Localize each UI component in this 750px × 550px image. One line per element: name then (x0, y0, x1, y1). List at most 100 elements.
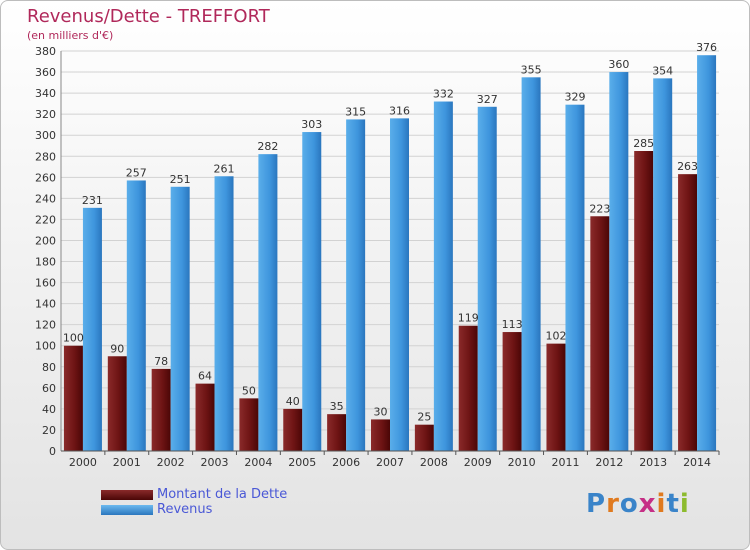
y-tick-label: 220 (35, 213, 56, 226)
logo-letter: t (666, 489, 680, 519)
bar-revenus (653, 78, 673, 452)
x-tick-label: 2004 (244, 456, 272, 469)
x-tick-label: 2008 (420, 456, 448, 469)
logo-letter: i (679, 489, 690, 519)
data-label-debt: 50 (242, 384, 256, 397)
data-label-revenus: 329 (564, 91, 585, 104)
x-tick-label: 2013 (639, 456, 667, 469)
data-label-revenus: 332 (433, 88, 454, 101)
x-tick-label: 2012 (595, 456, 623, 469)
data-label-debt: 100 (63, 332, 84, 345)
x-tick-label: 2006 (332, 456, 360, 469)
bar-debt (107, 356, 127, 451)
data-label-revenus: 316 (389, 104, 410, 117)
x-tick-label: 2003 (201, 456, 229, 469)
data-label-revenus: 231 (82, 194, 103, 207)
bar-debt (590, 216, 610, 451)
data-label-revenus: 376 (696, 41, 717, 54)
y-tick-label: 200 (35, 234, 56, 247)
x-tick-label: 2014 (683, 456, 711, 469)
logo-letter: o (619, 489, 639, 519)
logo-letter: i (656, 489, 667, 519)
logo-letter: x (638, 489, 657, 519)
data-label-revenus: 315 (345, 105, 366, 118)
data-label-debt: 40 (286, 395, 300, 408)
y-tick-label: 300 (35, 129, 56, 142)
bar-revenus (390, 118, 409, 452)
bar-debt (678, 174, 698, 451)
bar-revenus (346, 119, 366, 451)
bar-revenus (609, 72, 629, 451)
data-label-debt: 25 (417, 411, 431, 424)
x-tick-label: 2011 (551, 456, 579, 469)
y-tick-label: 320 (35, 108, 56, 121)
legend-swatch-debt (101, 490, 153, 500)
data-label-revenus: 327 (477, 93, 498, 106)
data-label-revenus: 282 (257, 140, 278, 153)
data-label-debt: 102 (545, 330, 566, 343)
bar-debt (546, 343, 566, 451)
bar-revenus (258, 154, 278, 451)
bar-debt (195, 383, 215, 451)
data-label-debt: 78 (154, 355, 168, 368)
x-tick-label: 2007 (376, 456, 404, 469)
bar-revenus (82, 207, 102, 451)
bar-debt (63, 345, 83, 451)
legend-swatch-revenus (101, 505, 153, 515)
data-label-debt: 35 (330, 400, 344, 413)
bar-revenus (170, 186, 190, 451)
bars-layer (63, 55, 717, 452)
data-label-revenus: 303 (301, 118, 322, 131)
data-label-revenus: 360 (608, 58, 629, 71)
bar-debt (458, 325, 478, 451)
y-tick-label: 380 (35, 45, 56, 58)
proxiti-logo: Proxiti (586, 489, 690, 519)
bar-revenus (521, 77, 541, 451)
y-tick-label: 100 (35, 340, 56, 353)
y-tick-label: 180 (35, 256, 56, 269)
y-tick-label: 360 (35, 66, 56, 79)
legend-label-debt: Montant de la Dette (157, 487, 288, 502)
data-label-debt: 263 (677, 160, 698, 173)
data-label-revenus: 261 (214, 162, 235, 175)
bar-revenus (433, 101, 453, 452)
y-tick-label: 0 (49, 445, 56, 458)
y-tick-label: 60 (42, 382, 56, 395)
data-label-debt: 113 (502, 318, 523, 331)
data-label-revenus: 355 (521, 63, 542, 76)
chart-subtitle: (en milliers d'€) (27, 29, 114, 42)
bar-debt (502, 332, 522, 451)
x-tick-label: 2002 (157, 456, 185, 469)
bar-revenus (126, 180, 146, 451)
bar-debt (371, 419, 390, 451)
bar-revenus (302, 132, 322, 452)
x-tick-label: 2001 (113, 456, 141, 469)
bar-revenus (565, 104, 585, 452)
y-tick-label: 140 (35, 298, 56, 311)
y-tick-label: 120 (35, 319, 56, 332)
axis-layer: 0 20 40 60 80 100 120 140 160 180 200 220 240 260 280 3… (35, 45, 720, 469)
bar-debt (283, 408, 303, 451)
logo-letter: r (606, 489, 620, 519)
y-tick-label: 240 (35, 192, 56, 205)
bar-debt (239, 398, 259, 451)
logo-letter: P (586, 489, 607, 519)
x-tick-label: 2005 (288, 456, 316, 469)
y-tick-label: 280 (35, 150, 56, 163)
data-label-debt: 90 (110, 342, 124, 355)
bar-revenus (214, 176, 234, 451)
data-label-revenus: 257 (126, 166, 147, 179)
y-tick-label: 260 (35, 171, 56, 184)
bar-debt (414, 424, 434, 451)
data-label-debt: 119 (458, 312, 479, 325)
y-tick-label: 160 (35, 277, 56, 290)
bar-revenus (697, 55, 717, 452)
data-label-debt: 30 (374, 405, 388, 418)
data-label-revenus: 251 (170, 173, 191, 186)
bar-debt (327, 414, 347, 451)
data-label-revenus: 354 (652, 64, 673, 77)
x-tick-label: 2010 (508, 456, 536, 469)
x-tick-label: 2009 (464, 456, 492, 469)
